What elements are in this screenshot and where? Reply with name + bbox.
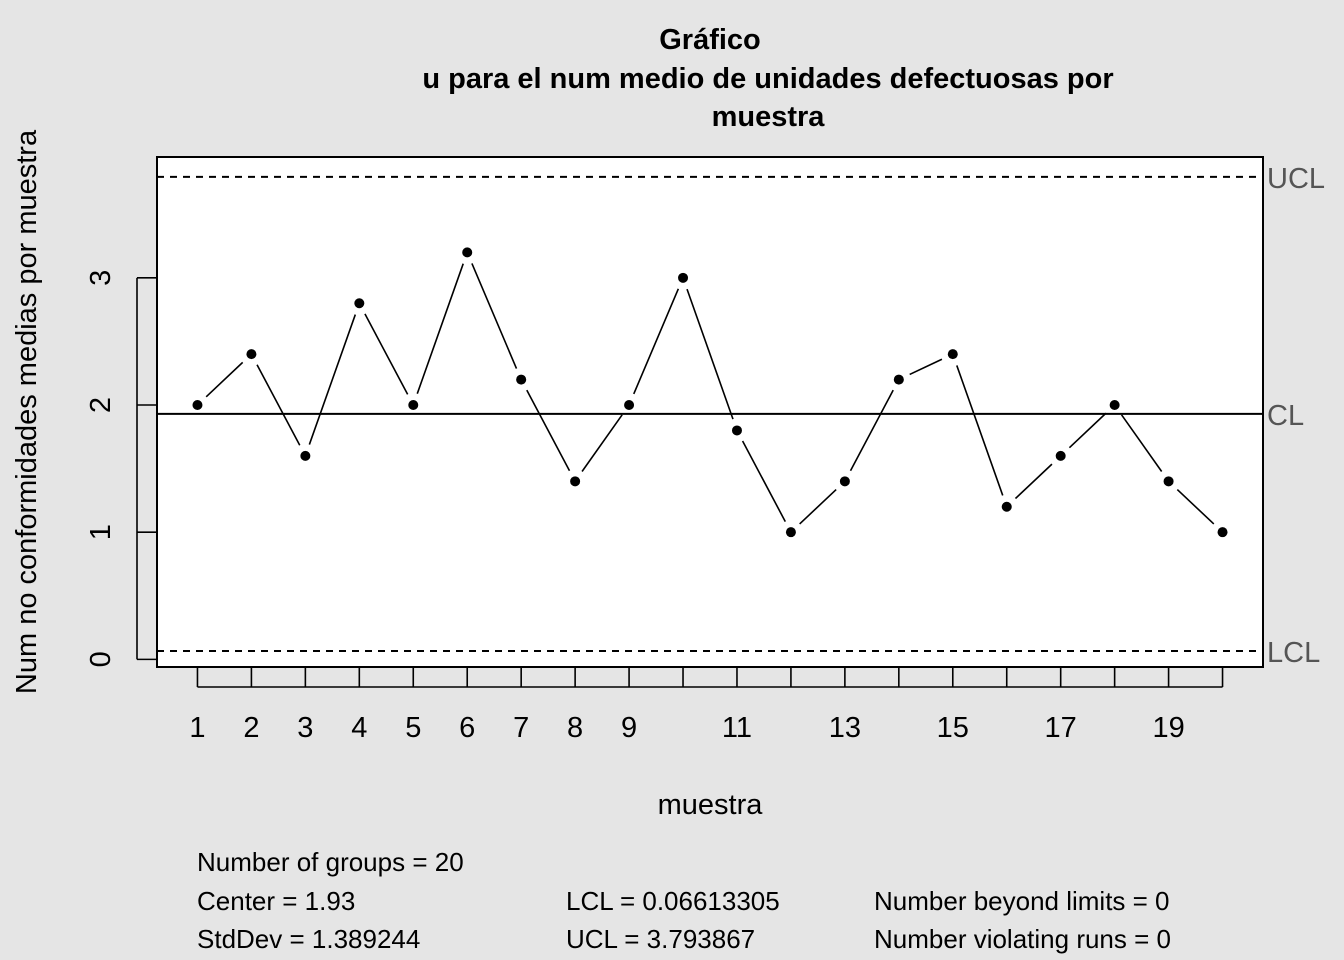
series-segment bbox=[633, 288, 680, 395]
series-segment bbox=[581, 414, 623, 472]
series-segment bbox=[1014, 463, 1053, 500]
data-point bbox=[462, 247, 473, 258]
x-tick-label: 19 bbox=[1152, 712, 1184, 744]
data-point bbox=[1217, 527, 1228, 538]
series-segment bbox=[364, 313, 409, 395]
x-axis: 1 2 3 4 5 6 7 8 9 11 13 15 17 19 bbox=[189, 667, 1224, 744]
data-point bbox=[839, 476, 850, 487]
title-line-2: u para el num medio de unidades defectuo… bbox=[422, 63, 1113, 95]
series-segment bbox=[1068, 412, 1107, 449]
y-tick-label: 2 bbox=[85, 397, 117, 413]
series-segment bbox=[205, 361, 244, 398]
data-point bbox=[1109, 400, 1120, 411]
x-tick-label: 2 bbox=[243, 712, 259, 744]
x-tick-label: 3 bbox=[297, 712, 313, 744]
data-point bbox=[678, 272, 689, 283]
x-tick-label: 11 bbox=[722, 712, 752, 744]
data-point bbox=[1163, 476, 1174, 487]
x-tick-label: 13 bbox=[829, 712, 861, 744]
series-segment bbox=[686, 288, 734, 420]
series-segment bbox=[909, 358, 943, 376]
stats-groups: Number of groups = 20 bbox=[197, 847, 464, 877]
stats-block: Number of groups = 20 Center = 1.93 StdD… bbox=[197, 847, 1171, 954]
title-line-1: Gráfico bbox=[659, 24, 761, 56]
y-axis-title: Num no conformidades medias por muestra bbox=[11, 129, 43, 694]
series-segment bbox=[741, 440, 787, 522]
x-tick-label: 6 bbox=[459, 712, 475, 744]
data-point bbox=[624, 400, 635, 411]
series-segment bbox=[471, 263, 518, 369]
series-layer bbox=[192, 247, 1228, 538]
data-point bbox=[785, 527, 796, 538]
y-axis: 0 1 2 3 bbox=[85, 270, 157, 667]
series-segment bbox=[1176, 488, 1215, 525]
stats-stddev: StdDev = 1.389244 bbox=[197, 924, 420, 954]
series-segment bbox=[416, 263, 464, 394]
x-tick-label: 9 bbox=[621, 712, 637, 744]
lcl-label: LCL bbox=[1267, 637, 1320, 669]
ucl-label: UCL bbox=[1267, 163, 1325, 195]
series-segment bbox=[799, 488, 837, 525]
x-tick-label: 7 bbox=[513, 712, 529, 744]
y-tick-label: 1 bbox=[85, 524, 117, 540]
data-point bbox=[947, 349, 958, 360]
x-tick-label: 5 bbox=[405, 712, 421, 744]
x-tick-label: 4 bbox=[351, 712, 367, 744]
x-tick-label: 8 bbox=[567, 712, 583, 744]
stats-ucl: UCL = 3.793867 bbox=[566, 924, 755, 954]
series-segment bbox=[956, 365, 1004, 496]
data-point bbox=[570, 476, 581, 487]
title-line-3: muestra bbox=[712, 101, 826, 133]
x-axis-title: muestra bbox=[658, 789, 764, 821]
series-segment bbox=[1120, 414, 1163, 472]
data-point bbox=[1001, 501, 1012, 512]
stats-lcl: LCL = 0.06613305 bbox=[566, 886, 780, 916]
series-segment bbox=[849, 389, 894, 472]
data-point bbox=[893, 374, 904, 385]
series-segment bbox=[308, 314, 357, 445]
data-point bbox=[354, 298, 365, 309]
plot-area bbox=[156, 156, 1264, 668]
stats-center: Center = 1.93 bbox=[197, 886, 355, 916]
cl-label: CL bbox=[1267, 400, 1304, 432]
data-point bbox=[1055, 450, 1066, 461]
data-point bbox=[192, 400, 203, 411]
stats-beyond-limits: Number beyond limits = 0 bbox=[874, 886, 1170, 916]
x-tick-label: 15 bbox=[937, 712, 969, 744]
data-point bbox=[516, 374, 527, 385]
data-point bbox=[300, 450, 311, 461]
chart-title: Gráfico u para el num medio de unidades … bbox=[422, 24, 1113, 133]
y-tick-label: 3 bbox=[85, 270, 117, 286]
x-tick-label: 17 bbox=[1045, 712, 1077, 744]
series-segment bbox=[526, 389, 571, 472]
x-tick-label: 1 bbox=[189, 712, 205, 744]
stats-violating-runs: Number violating runs = 0 bbox=[874, 924, 1171, 954]
series-segment bbox=[256, 364, 301, 446]
data-point bbox=[731, 425, 742, 436]
data-point bbox=[408, 400, 419, 411]
data-point bbox=[246, 349, 257, 360]
y-tick-label: 0 bbox=[85, 651, 117, 667]
